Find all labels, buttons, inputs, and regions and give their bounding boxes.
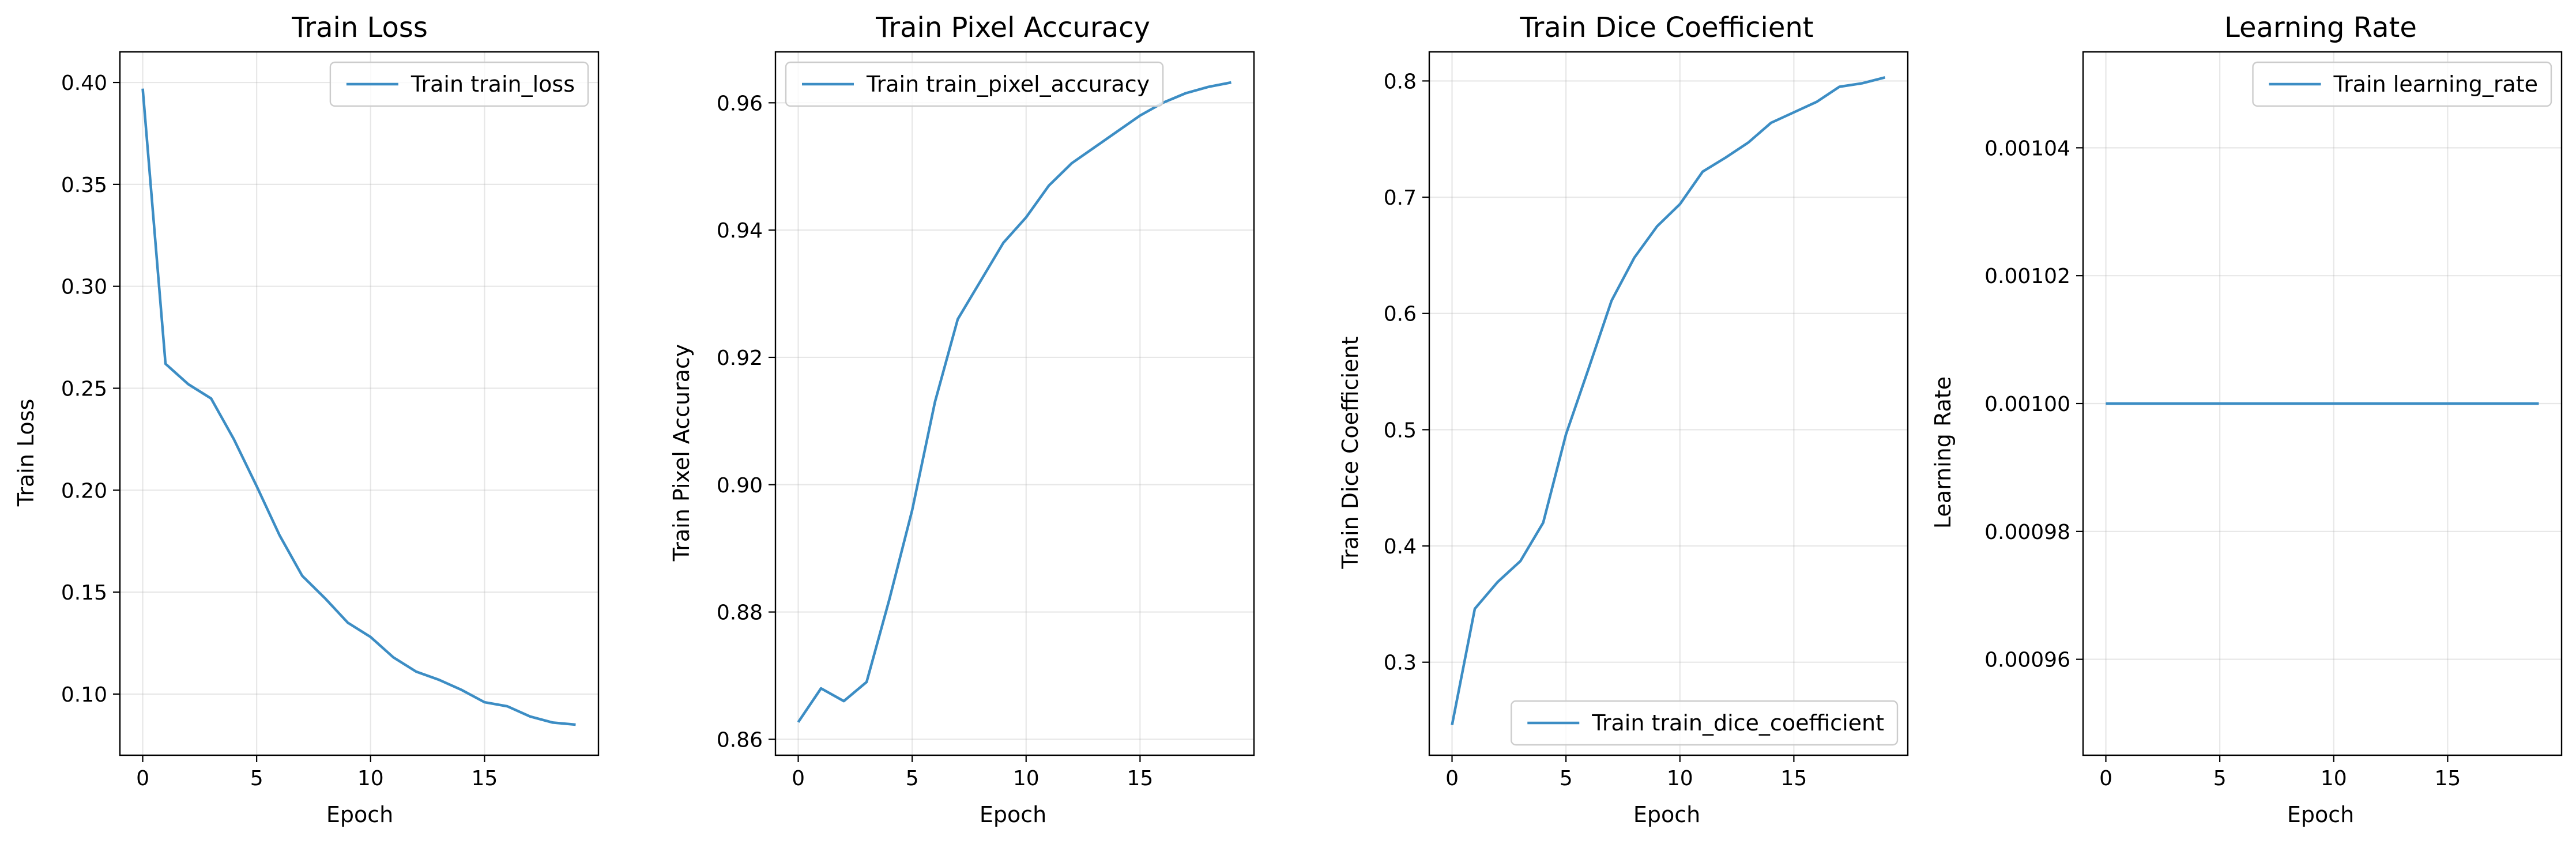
y-tick-label: 0.25 xyxy=(61,377,107,401)
x-tick-label: 0 xyxy=(136,767,149,790)
legend: Train learning_rate xyxy=(2252,61,2552,107)
x-tick-label: 15 xyxy=(1780,767,1807,790)
x-axis-label: Epoch xyxy=(1633,802,1700,827)
legend-label: Train train_dice_coefficient xyxy=(1591,710,1884,736)
x-tick-label: 0 xyxy=(2099,767,2112,790)
legend-box xyxy=(1511,700,1899,746)
x-axis-label: Epoch xyxy=(2287,802,2354,827)
series-line xyxy=(797,81,1231,723)
y-tick-label: 0.00102 xyxy=(1984,265,2070,288)
x-tick-label: 15 xyxy=(1127,767,1153,790)
y-axis-label: Train Loss xyxy=(13,399,39,507)
legend-label: Train train_loss xyxy=(410,71,575,97)
y-tick-label: 0.90 xyxy=(717,474,763,498)
panel-learning-rate: Learning Rate Epoch Learning Rate 0 5 10 15… xyxy=(1930,12,2563,827)
legend: Train train_dice_coefficient xyxy=(1511,700,1899,746)
y-tick-label: 0.00104 xyxy=(1984,137,2070,160)
x-axis-label: Epoch xyxy=(980,802,1046,827)
y-tick-label: 0.94 xyxy=(717,219,763,243)
legend: Train train_pixel_accuracy xyxy=(785,61,1164,107)
y-tick-label: 0.86 xyxy=(717,728,763,752)
x-tick-label: 5 xyxy=(1560,767,1573,790)
panel-train-loss: Train Loss Epoch Train Loss 0 5 10 15 0.10 0.… xyxy=(13,12,600,827)
series-line xyxy=(141,88,576,726)
x-tick-label: 5 xyxy=(906,767,919,790)
legend-box xyxy=(329,61,589,107)
y-tick-label: 0.00096 xyxy=(1984,649,2070,672)
y-tick-label: 0.40 xyxy=(61,71,107,95)
y-tick-label: 0.6 xyxy=(1384,303,1417,326)
legend-box xyxy=(2252,61,2552,107)
series-line xyxy=(1451,76,1886,726)
x-tick-label: 10 xyxy=(1013,767,1040,790)
y-tick-label: 0.00098 xyxy=(1984,521,2070,544)
y-tick-label: 0.5 xyxy=(1384,419,1417,442)
x-tick-label: 0 xyxy=(792,767,805,790)
legend-box xyxy=(785,61,1164,107)
y-tick-label: 0.00100 xyxy=(1984,393,2070,416)
y-tick-label: 0.7 xyxy=(1384,186,1417,210)
x-tick-label: 10 xyxy=(1667,767,1693,790)
y-tick-label: 0.96 xyxy=(717,92,763,115)
x-tick-label: 0 xyxy=(1445,767,1459,790)
x-tick-label: 15 xyxy=(471,767,498,790)
x-tick-label: 10 xyxy=(2321,767,2347,790)
chart-title: Train Pixel Accuracy xyxy=(875,12,1150,44)
y-tick-label: 0.8 xyxy=(1384,70,1417,93)
plot-frame xyxy=(774,51,1255,756)
y-tick-label: 0.4 xyxy=(1384,535,1417,559)
plot-frame xyxy=(119,51,600,756)
panel-train-dice-coefficient: Train Dice Coefficient Epoch Train Dice … xyxy=(1338,12,1909,827)
y-tick-label: 0.20 xyxy=(61,479,107,503)
panel-train-pixel-accuracy: Train Pixel Accuracy Epoch Train Pixel A… xyxy=(669,12,1255,827)
x-tick-label: 5 xyxy=(250,767,263,790)
x-axis-label: Epoch xyxy=(326,802,393,827)
y-tick-label: 0.30 xyxy=(61,276,107,299)
y-tick-label: 0.15 xyxy=(61,581,107,605)
y-tick-label: 0.88 xyxy=(717,601,763,625)
y-axis-label: Learning Rate xyxy=(1930,376,1956,529)
y-tick-label: 0.10 xyxy=(61,683,107,707)
chart-title: Train Loss xyxy=(291,12,428,44)
plot-frame xyxy=(1428,51,1909,756)
y-tick-label: 0.92 xyxy=(717,346,763,370)
x-tick-label: 5 xyxy=(2213,767,2227,790)
y-axis-label: Train Pixel Accuracy xyxy=(669,344,694,562)
y-tick-label: 0.3 xyxy=(1384,651,1417,675)
chart-title: Train Dice Coefficient xyxy=(1519,12,1813,44)
x-tick-label: 15 xyxy=(2434,767,2461,790)
legend: Train train_loss xyxy=(329,61,589,107)
y-axis-label: Train Dice Coefficient xyxy=(1338,336,1363,569)
legend-label: Train learning_rate xyxy=(2333,71,2538,97)
y-tick-label: 0.35 xyxy=(61,174,107,197)
chart-title: Learning Rate xyxy=(2224,12,2417,44)
x-tick-label: 10 xyxy=(357,767,384,790)
legend-label: Train train_pixel_accuracy xyxy=(866,71,1150,97)
